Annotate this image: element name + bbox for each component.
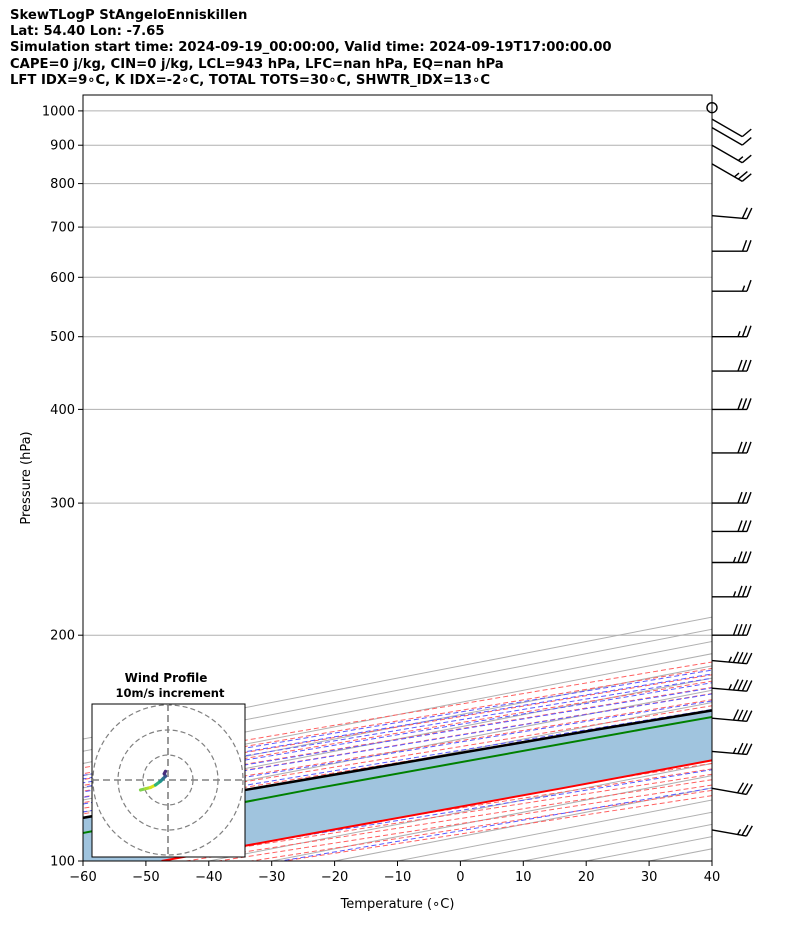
wind-barb <box>712 585 752 598</box>
x-axis-label: Temperature (∘C) <box>340 897 455 912</box>
x-tick-label: 20 <box>578 870 595 885</box>
y-axis-label: Pressure (hPa) <box>19 431 34 524</box>
wind-barb <box>712 325 752 338</box>
y-tick-label: 600 <box>50 271 75 286</box>
wind-barb <box>711 651 753 665</box>
y-tick-label: 500 <box>50 330 75 345</box>
isotherm <box>83 677 712 801</box>
y-tick-label: 800 <box>50 177 75 192</box>
x-tick-label: −50 <box>132 870 159 885</box>
wind-barb <box>706 101 718 114</box>
wind-barb <box>712 623 752 636</box>
hodograph-inset: Wind Profile 10m/s increment <box>91 671 246 858</box>
wind-barb <box>711 742 753 756</box>
x-tick-label: −40 <box>195 870 222 885</box>
wind-barb <box>712 359 752 372</box>
isotherm <box>775 95 794 861</box>
wind-barb <box>711 824 753 837</box>
wind-barb <box>711 207 753 220</box>
wind-barb <box>711 118 752 138</box>
hodograph-trace <box>162 769 168 776</box>
chart-title: SkewTLogP StAngeloEnniskillen <box>10 8 248 23</box>
wind-barb <box>711 144 752 164</box>
wind-barb <box>712 279 752 292</box>
wind-barb <box>712 551 752 564</box>
x-tick-label: −10 <box>384 870 411 885</box>
wind-barb <box>711 163 752 182</box>
x-tick-label: 10 <box>515 870 532 885</box>
wind-barb <box>712 520 752 533</box>
x-tick-label: −20 <box>321 870 348 885</box>
wind-barb <box>712 398 752 411</box>
wind-barb <box>712 441 752 454</box>
wind-barbs <box>706 101 753 837</box>
axes: −60 −50 −40 −30 −20 −10 0 10 20 30 40 1000 900 800 700… <box>42 104 720 885</box>
isotherm <box>83 701 712 825</box>
indices-line: LFT IDX=9∘C, K IDX=-2∘C, TOTAL TOTS=30∘C… <box>10 72 491 88</box>
x-tick-label: 0 <box>456 870 464 885</box>
wind-barb <box>711 126 752 146</box>
y-tick-label: 200 <box>50 629 75 644</box>
x-tick-label: 30 <box>641 870 658 885</box>
isotherm <box>711 860 712 861</box>
wind-barb <box>712 239 752 252</box>
wind-barb <box>711 782 753 796</box>
y-tick-label: 1000 <box>42 104 75 119</box>
wind-barb <box>712 491 752 504</box>
isotherm <box>83 665 712 789</box>
y-tick-label: 300 <box>50 497 75 512</box>
y-tick-label: 100 <box>50 855 75 870</box>
hodograph-subtitle: 10m/s increment <box>116 686 225 700</box>
wind-barb <box>711 709 753 722</box>
y-tick-label: 400 <box>50 403 75 418</box>
hodograph-title: Wind Profile <box>125 671 208 685</box>
chart-header: SkewTLogP StAngeloEnniskillen Lat: 54.40… <box>10 8 612 89</box>
y-tick-label: 900 <box>50 139 75 154</box>
time-line: Simulation start time: 2024-09-19_00:00:… <box>10 40 612 56</box>
wind-barb <box>711 679 753 692</box>
x-tick-label: −30 <box>258 870 285 885</box>
cape-line: CAPE=0 j/kg, CIN=0 j/kg, LCL=943 hPa, LF… <box>10 56 504 72</box>
x-tick-label: −60 <box>69 870 96 885</box>
y-tick-label: 700 <box>50 221 75 236</box>
isotherm <box>83 689 712 813</box>
x-tick-label: 40 <box>704 870 721 885</box>
isotherm <box>83 653 712 777</box>
location-line: Lat: 54.40 Lon: -7.65 <box>10 24 165 40</box>
